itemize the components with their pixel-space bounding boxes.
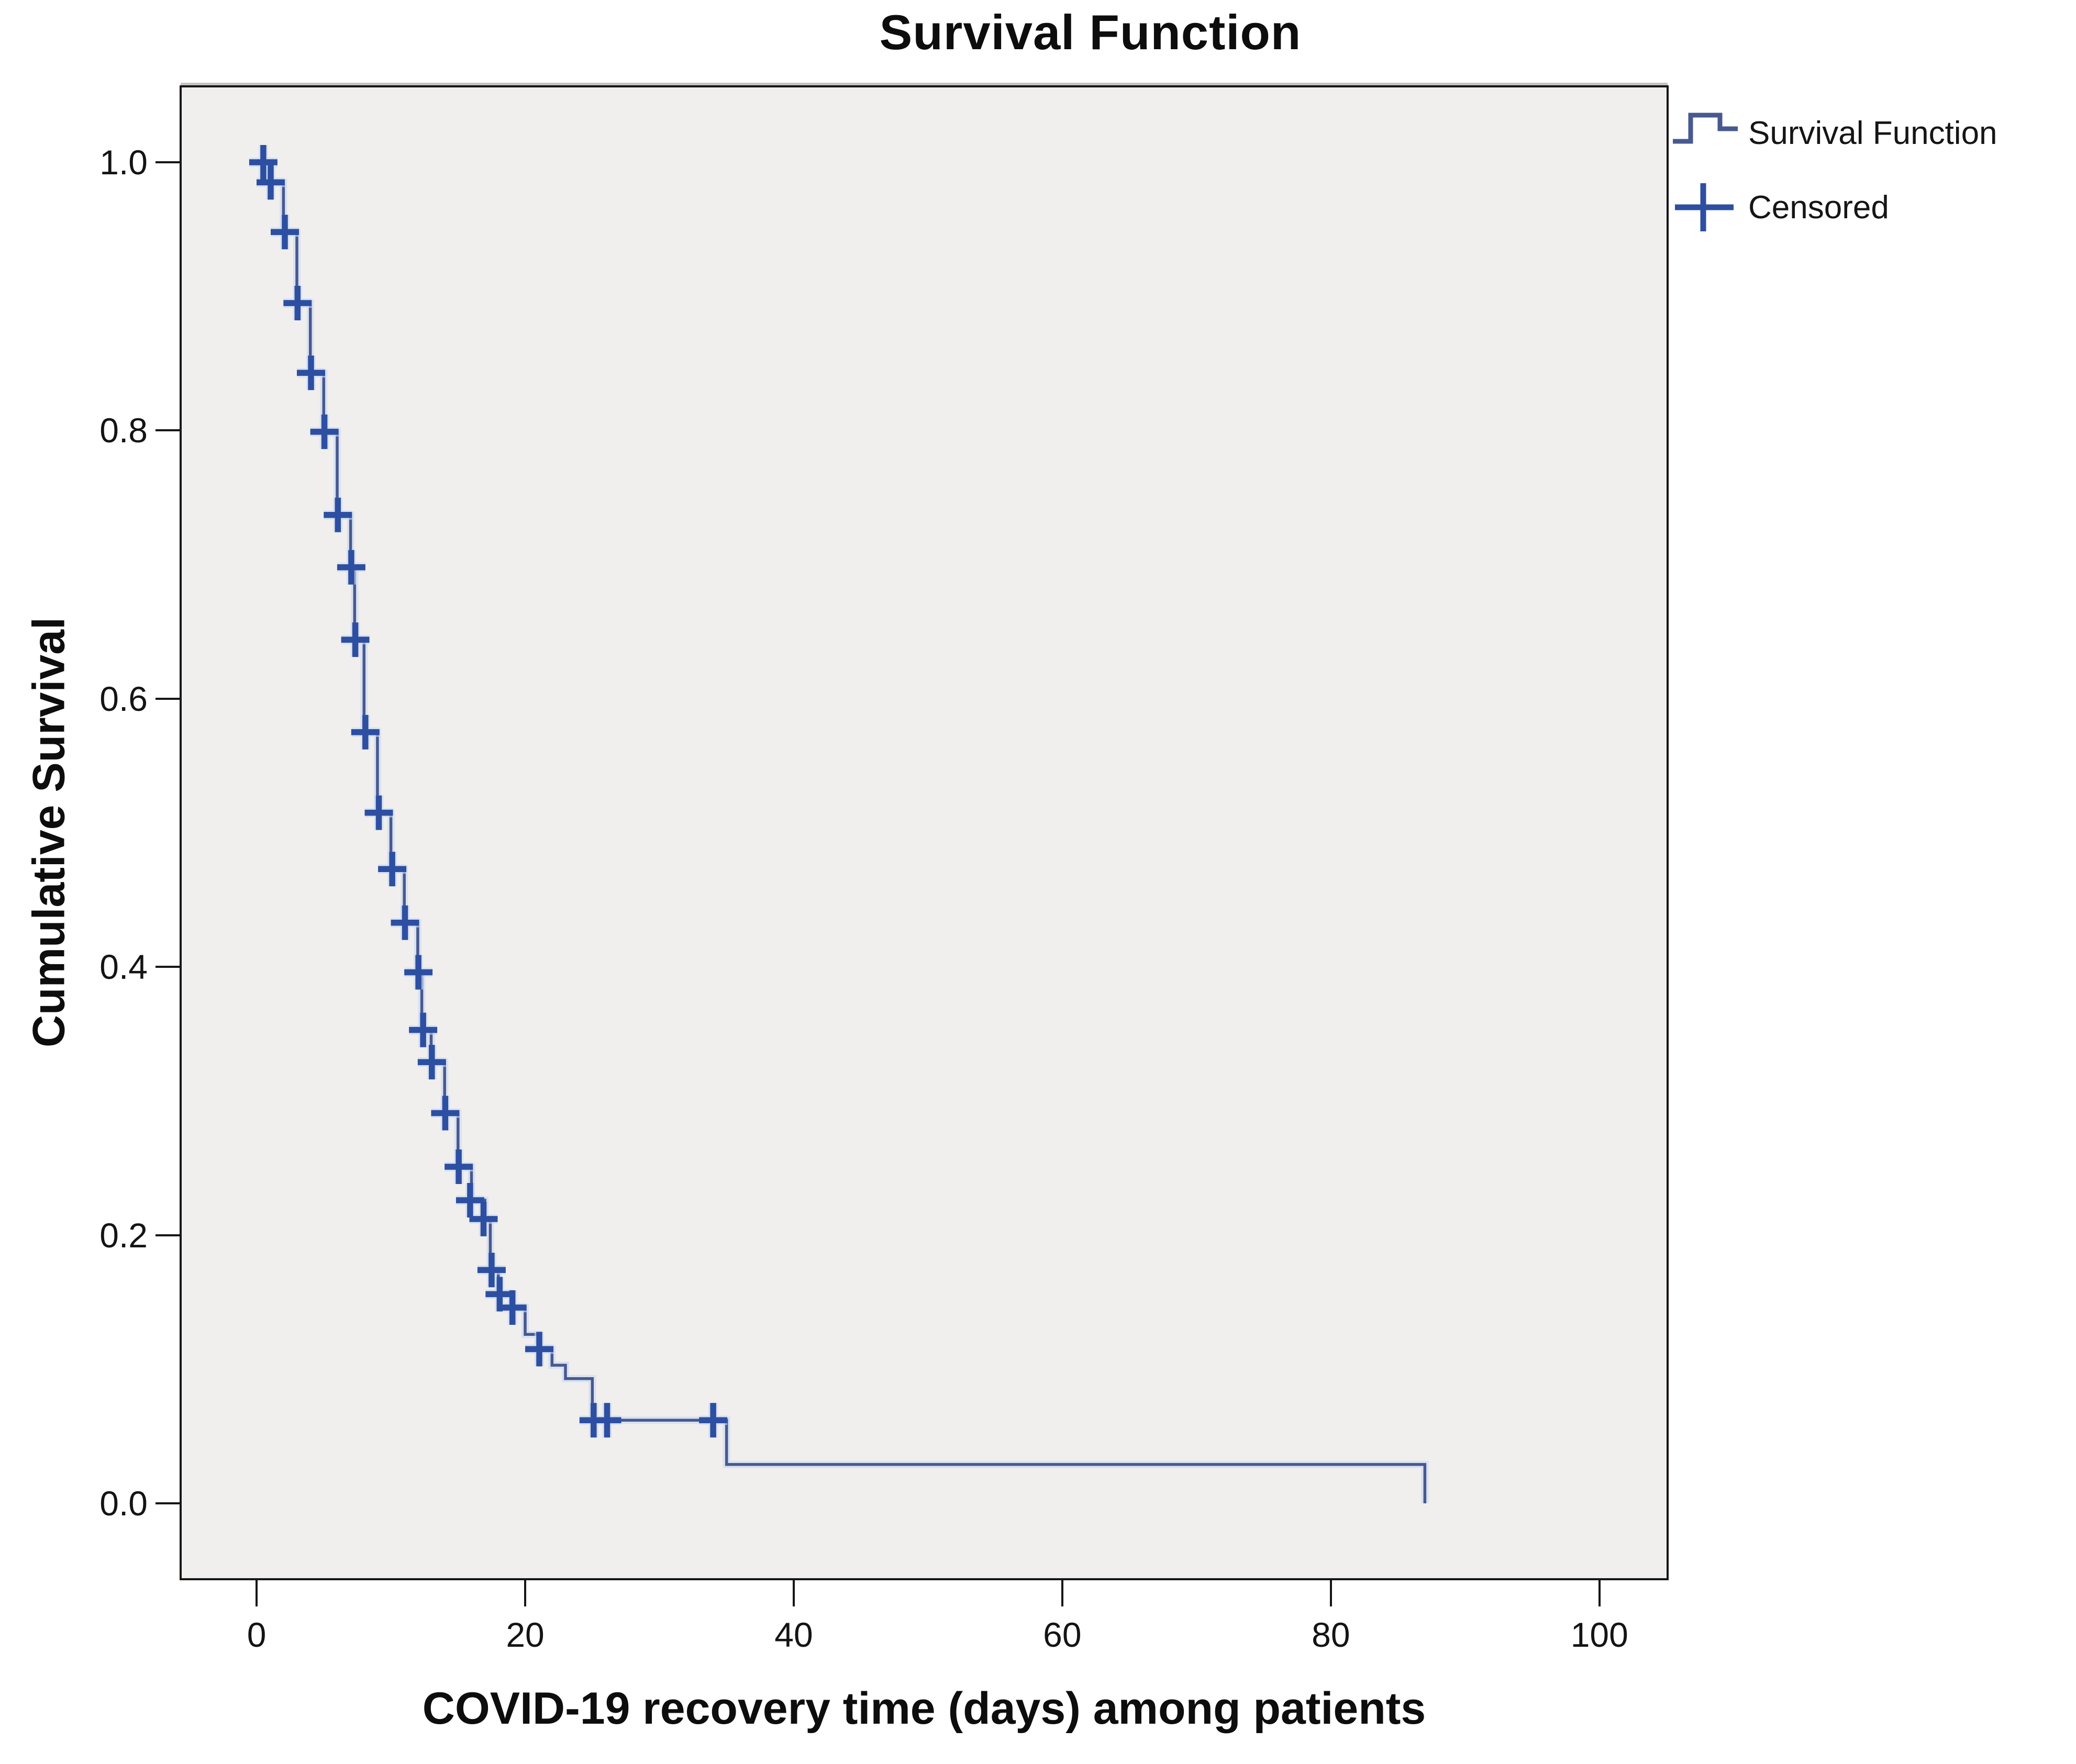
x-tick-label: 40 <box>774 1615 813 1654</box>
x-tick-mark <box>524 1580 527 1606</box>
y-tick-mark <box>156 966 182 968</box>
x-tick-mark <box>256 1580 258 1606</box>
legend-item-survival-function: Survival Function <box>1672 96 1997 170</box>
x-tick-mark <box>1061 1580 1063 1606</box>
legend-label-censored: Censored <box>1748 189 1889 226</box>
survival-curve <box>257 161 1427 1503</box>
x-tick-label: 20 <box>506 1615 545 1654</box>
y-tick-label: 0.6 <box>99 679 148 718</box>
censored-marks <box>249 145 728 1438</box>
x-tick-mark <box>792 1580 795 1606</box>
y-tick-mark <box>156 697 182 700</box>
x-tick-label: 0 <box>247 1615 267 1654</box>
y-tick-label: 0.0 <box>99 1484 148 1523</box>
y-tick-mark <box>156 1502 182 1505</box>
y-tick-mark <box>156 1234 182 1236</box>
chart-title: Survival Function <box>879 5 1302 60</box>
survival-curve-halo <box>257 159 1429 1503</box>
legend: Survival Function Censored <box>1672 96 1997 244</box>
x-tick-label: 80 <box>1312 1615 1350 1654</box>
survival-plot-canvas <box>249 145 1429 1503</box>
y-tick-mark <box>156 429 182 432</box>
y-tick-label: 0.2 <box>99 1215 148 1255</box>
y-axis-label: Cumulative Survival <box>24 617 74 1048</box>
x-tick-mark <box>1329 1580 1332 1606</box>
y-tick-label: 0.8 <box>99 411 148 450</box>
x-tick-mark <box>1598 1580 1601 1606</box>
y-tick-label: 1.0 <box>99 142 148 182</box>
plus-icon <box>1675 183 1734 231</box>
x-tick-label: 60 <box>1043 1615 1082 1654</box>
step-line-icon <box>1673 113 1738 144</box>
y-tick-label: 0.4 <box>99 947 148 987</box>
plot-area <box>180 85 1669 1580</box>
x-axis-label: COVID-19 recovery time (days) among pati… <box>422 1683 1426 1734</box>
y-tick-mark <box>156 161 182 163</box>
legend-item-censored: Censored <box>1672 170 1997 244</box>
legend-label-survival-function: Survival Function <box>1748 115 1997 151</box>
x-tick-label: 100 <box>1570 1615 1628 1654</box>
